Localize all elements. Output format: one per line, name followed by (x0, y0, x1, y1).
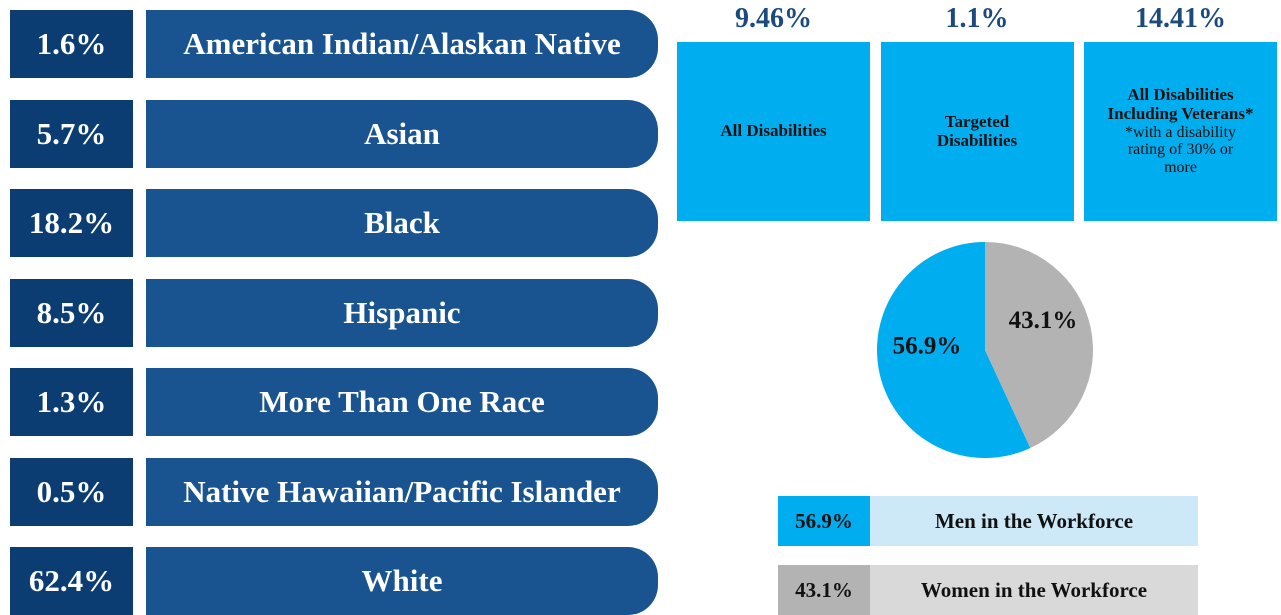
legend-swatch: 43.1% (778, 565, 870, 615)
race-percent: 1.6% (10, 10, 133, 78)
race-label: Native Hawaiian/Pacific Islander (146, 457, 658, 526)
race-label: Asian (146, 99, 658, 168)
race-percent: 62.4% (10, 547, 133, 615)
race-label: White (146, 547, 658, 615)
race-label: Hispanic (146, 278, 658, 347)
disability-value: 14.41% (1135, 3, 1226, 34)
race-percent: 5.7% (10, 99, 133, 168)
pie-label: 43.1% (1009, 307, 1078, 334)
race-label: Black (146, 189, 658, 257)
race-percent: 0.5% (10, 457, 133, 526)
disability-label: All Disabilities Including Veterans* (1107, 85, 1254, 124)
pie-slice (877, 242, 1031, 458)
pie-slice (985, 242, 1093, 449)
disability-value: 1.1% (945, 3, 1009, 34)
disability-note: *with a disability rating of 30% or more (1124, 123, 1237, 176)
legend-label: Men in the Workforce (870, 496, 1198, 546)
disability-box: All Disabilities Including Veterans* *wit… (1084, 42, 1277, 221)
legend-swatch: 56.9% (778, 496, 870, 546)
disability-box: All Disabilities (677, 42, 870, 221)
race-label: American Indian/Alaskan Native (146, 10, 658, 78)
race-percent: 18.2% (10, 189, 133, 257)
disability-label: Targeted Disabilities (936, 111, 1018, 150)
race-label: More Than One Race (146, 368, 658, 436)
race-percent: 1.3% (10, 368, 133, 436)
race-percent: 8.5% (10, 278, 133, 347)
disability-label: All Disabilities (720, 121, 827, 141)
disability-box: Targeted Disabilities (880, 42, 1074, 221)
legend-label: Women in the Workforce (870, 565, 1198, 615)
pie-label: 56.9% (893, 333, 962, 360)
disability-value: 9.46% (735, 3, 812, 34)
